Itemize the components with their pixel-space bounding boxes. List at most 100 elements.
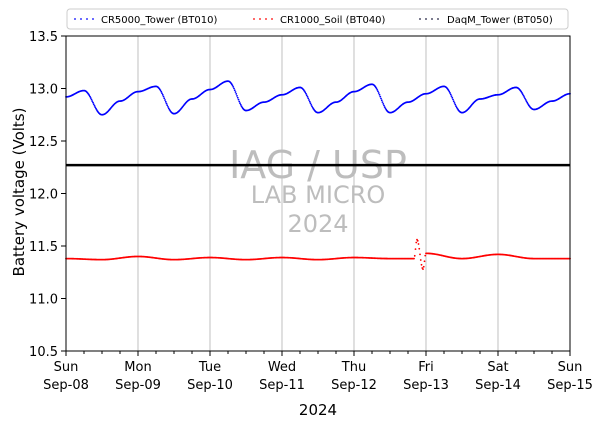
y-tick-label: 13.5 [29, 30, 58, 45]
legend-marker-2 [419, 18, 439, 20]
x-tick-day: Fri [418, 360, 434, 375]
data-point [383, 106, 386, 108]
x-tick-day: Sat [487, 360, 508, 375]
data-point [376, 88, 379, 91]
data-point [418, 247, 421, 250]
x-tick-date: Sep-14 [475, 378, 521, 393]
plot-series [65, 80, 571, 270]
data-point [308, 100, 311, 103]
data-point [311, 105, 313, 108]
x-tick-day: Wed [268, 360, 296, 375]
data-point [162, 95, 165, 98]
watermark-line-3: 2024 [287, 210, 348, 238]
data-point [521, 92, 523, 94]
data-point [164, 99, 166, 101]
legend-frame [66, 8, 569, 30]
data-point [167, 107, 170, 110]
data-point [424, 254, 427, 257]
data-point [235, 93, 238, 95]
y-tick-label: 11.5 [29, 240, 58, 255]
data-point [161, 93, 164, 96]
data-point [422, 265, 425, 268]
data-point [419, 259, 422, 261]
data-point [304, 91, 307, 94]
series-1 [65, 238, 571, 270]
data-point [525, 100, 528, 103]
data-point [413, 257, 415, 260]
x-tick-day: Mon [124, 360, 151, 375]
data-point [233, 89, 236, 92]
data-point [90, 98, 93, 101]
data-point [420, 263, 423, 266]
data-point [524, 97, 526, 100]
data-point [305, 92, 307, 95]
x-tick-date: Sep-09 [115, 378, 161, 393]
data-point [452, 98, 454, 101]
data-point [165, 102, 168, 105]
data-point [91, 100, 94, 102]
x-tick-day: Tue [198, 360, 221, 375]
data-point [452, 100, 455, 103]
legend-label-1: CR1000_Soil (BT040) [280, 15, 386, 26]
data-point [89, 97, 92, 99]
y-axis: 10.5 11.0 11.5 12.0 12.5 13.0 13.5 [29, 30, 66, 360]
grid [137, 36, 499, 351]
y-tick-label: 12.0 [29, 188, 58, 203]
data-point [164, 100, 167, 103]
data-point [305, 94, 308, 97]
data-point [92, 103, 95, 106]
data-point [448, 90, 451, 93]
data-point [92, 101, 94, 104]
data-point [237, 98, 240, 101]
data-point [232, 86, 235, 88]
data-point [449, 93, 452, 96]
data-point [306, 95, 309, 98]
x-axis: Sun Sep-08 Mon Sep-09 Tue Sep-10 Wed Sep-11 Thu S… [43, 351, 593, 393]
legend: CR5000_Tower (BT010) CR1000_Soil (BT040)… [66, 8, 569, 30]
data-point [233, 87, 235, 90]
data-point [417, 243, 420, 245]
data-point [416, 239, 419, 242]
x-tick-day: Thu [341, 360, 366, 375]
data-point [419, 253, 421, 256]
data-point [167, 105, 169, 108]
watermark: IAG / USP LAB MICRO 2024 [229, 143, 407, 238]
legend-label-2: DaqM_Tower (BT050) [447, 15, 553, 26]
data-point [451, 96, 454, 99]
x-tick-day: Sun [54, 360, 79, 375]
data-point [234, 91, 237, 93]
data-point [377, 90, 379, 93]
x-axis-title: 2024 [299, 401, 337, 419]
data-point [522, 94, 525, 97]
data-point [377, 92, 380, 94]
data-point [454, 103, 457, 106]
data-point [383, 104, 385, 107]
data-point [455, 105, 457, 107]
data-point [160, 90, 163, 93]
y-tick-label: 11.0 [29, 293, 58, 308]
legend-label-0: CR5000_Tower (BT010) [101, 15, 217, 26]
data-point [526, 101, 529, 104]
data-point [94, 106, 97, 109]
x-tick-date: Sep-12 [331, 378, 377, 393]
x-tick-date: Sep-13 [403, 378, 449, 393]
data-point [307, 97, 310, 100]
data-point [523, 96, 526, 98]
data-point [88, 94, 91, 97]
data-point [380, 97, 382, 100]
watermark-line-2: LAB MICRO [251, 181, 386, 209]
data-point [231, 84, 234, 87]
data-point [413, 254, 416, 257]
legend-marker-1 [253, 18, 273, 20]
x-tick-date: Sep-10 [187, 378, 233, 393]
y-tick-label: 10.5 [29, 345, 58, 360]
data-point [236, 94, 238, 97]
data-point [159, 89, 162, 92]
data-point [308, 99, 310, 101]
data-point [524, 99, 527, 101]
data-point [239, 103, 242, 106]
data-point [450, 95, 453, 98]
y-tick-label: 13.0 [29, 83, 58, 98]
x-tick-date: Sep-11 [259, 378, 305, 393]
